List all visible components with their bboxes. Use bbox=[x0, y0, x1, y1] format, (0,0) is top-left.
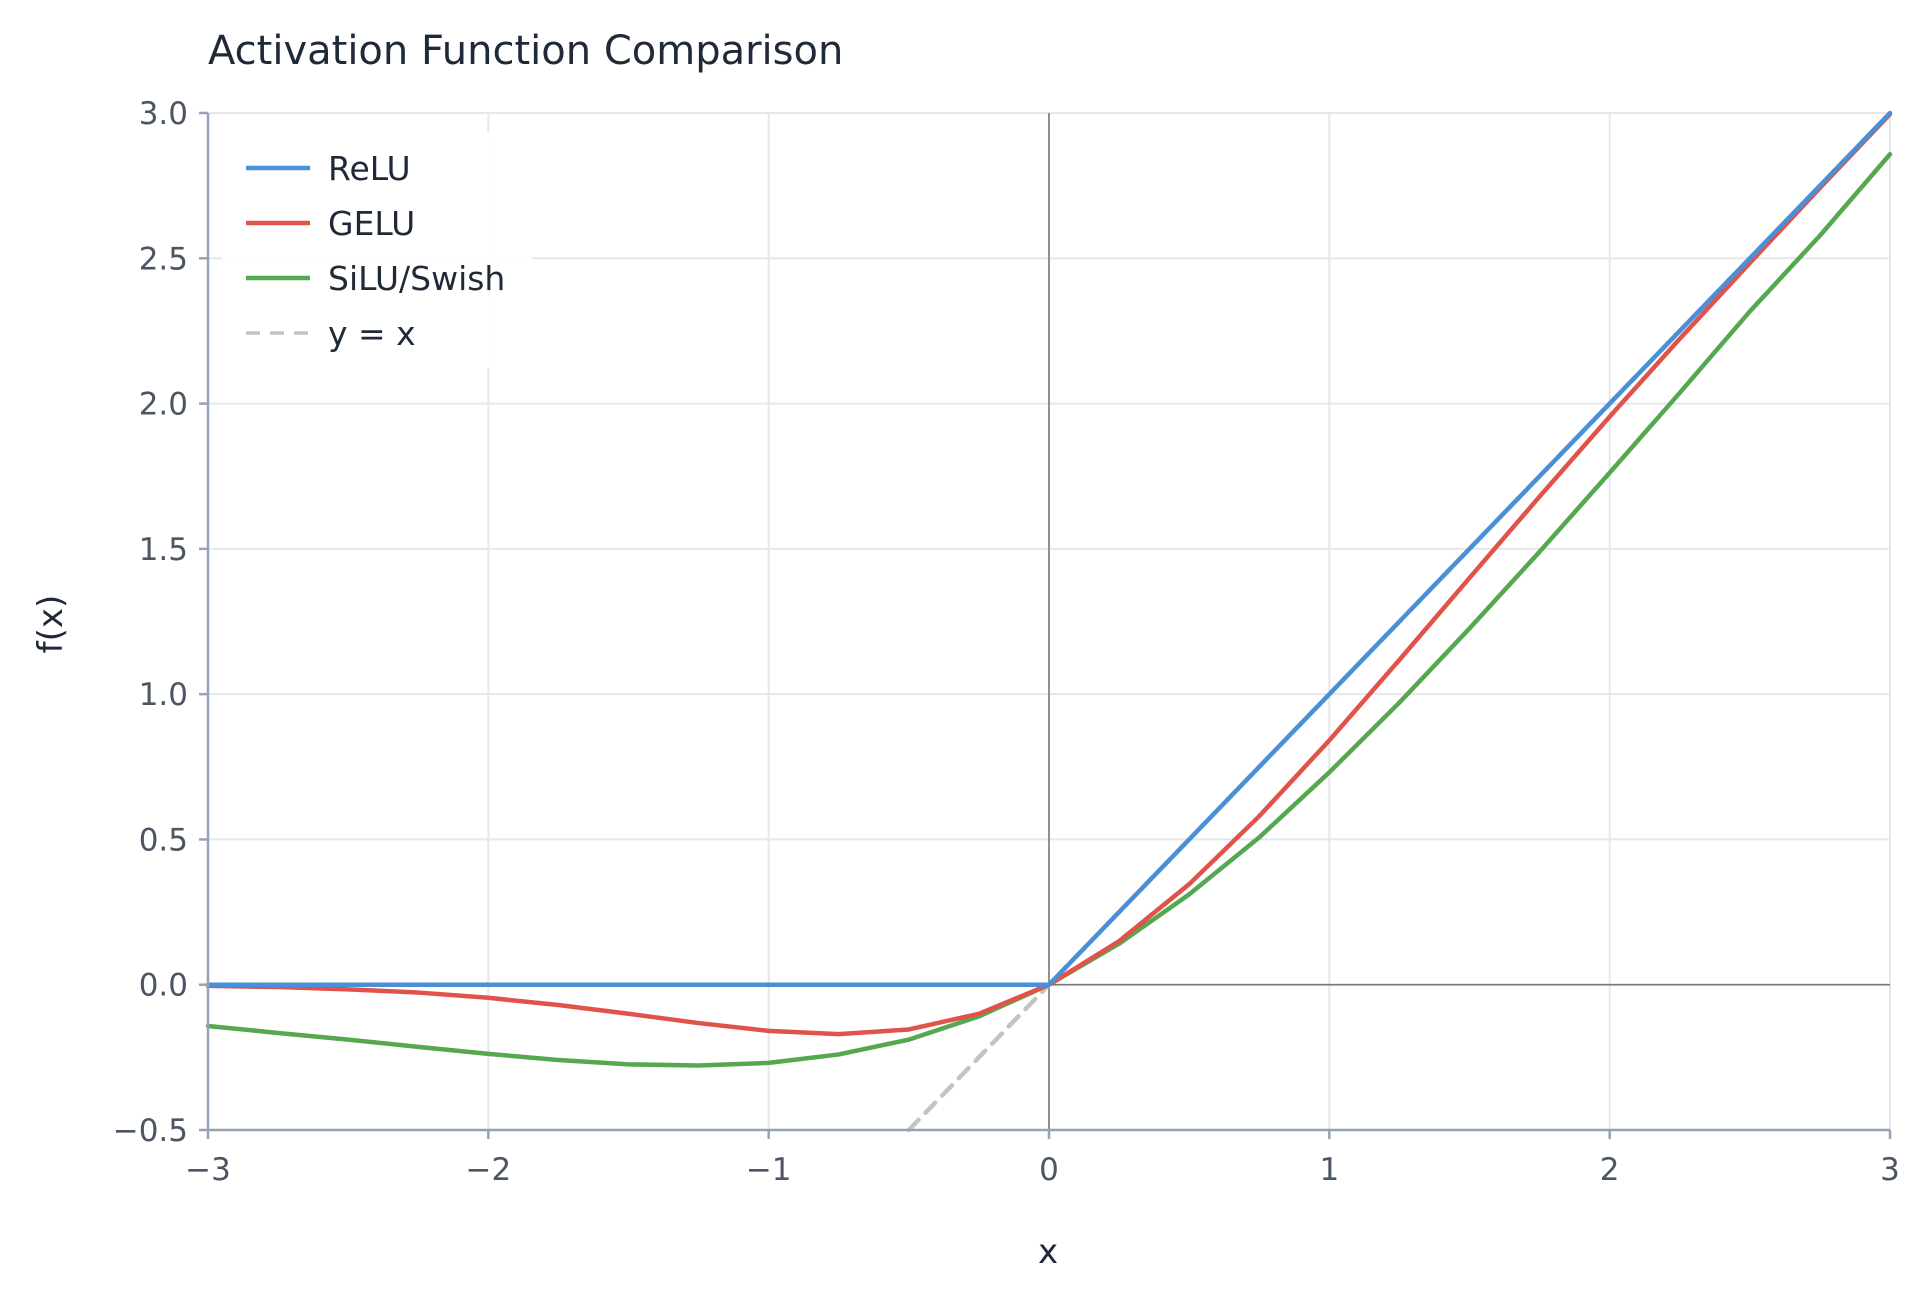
ticks: −3 −2 −1 0 1 2 3 −0.5 0.0 0.5 1.0 1.5 2.0 2.5 3.0 bbox=[113, 96, 1900, 1188]
legend-label: y = x bbox=[328, 314, 416, 353]
legend-label: SiLU/Swish bbox=[328, 259, 505, 298]
y-tick-label: 2.5 bbox=[139, 241, 188, 277]
x-tick-label: 1 bbox=[1319, 1152, 1339, 1188]
y-tick-label: 0.0 bbox=[139, 968, 188, 1004]
legend-label: ReLU bbox=[328, 149, 411, 188]
y-tick-label: 2.0 bbox=[139, 387, 188, 423]
series-layer bbox=[205, 110, 1893, 1133]
legend-box bbox=[222, 132, 532, 368]
y-tick-label: 1.5 bbox=[139, 532, 188, 568]
x-tick-label: −1 bbox=[746, 1152, 792, 1188]
y-axis-label: f(x) bbox=[31, 595, 71, 654]
legend-label: GELU bbox=[328, 204, 415, 243]
x-tick-label: −2 bbox=[465, 1152, 511, 1188]
legend: ReLU GELU SiLU/Swish y = x bbox=[222, 132, 532, 368]
x-tick-label: 0 bbox=[1039, 1152, 1059, 1188]
y-tick-label: 0.5 bbox=[139, 822, 188, 858]
series-line-relu bbox=[205, 110, 1893, 987]
x-tick-label: 3 bbox=[1880, 1152, 1900, 1188]
y-tick-label: 3.0 bbox=[139, 96, 188, 132]
x-tick-label: 2 bbox=[1600, 1152, 1620, 1188]
x-axis-label: x bbox=[1038, 1232, 1058, 1272]
x-tick-label: −3 bbox=[185, 1152, 231, 1188]
y-tick-label: 1.0 bbox=[139, 677, 188, 713]
y-tick-label: −0.5 bbox=[113, 1113, 188, 1149]
chart-title: Activation Function Comparison bbox=[208, 28, 843, 74]
